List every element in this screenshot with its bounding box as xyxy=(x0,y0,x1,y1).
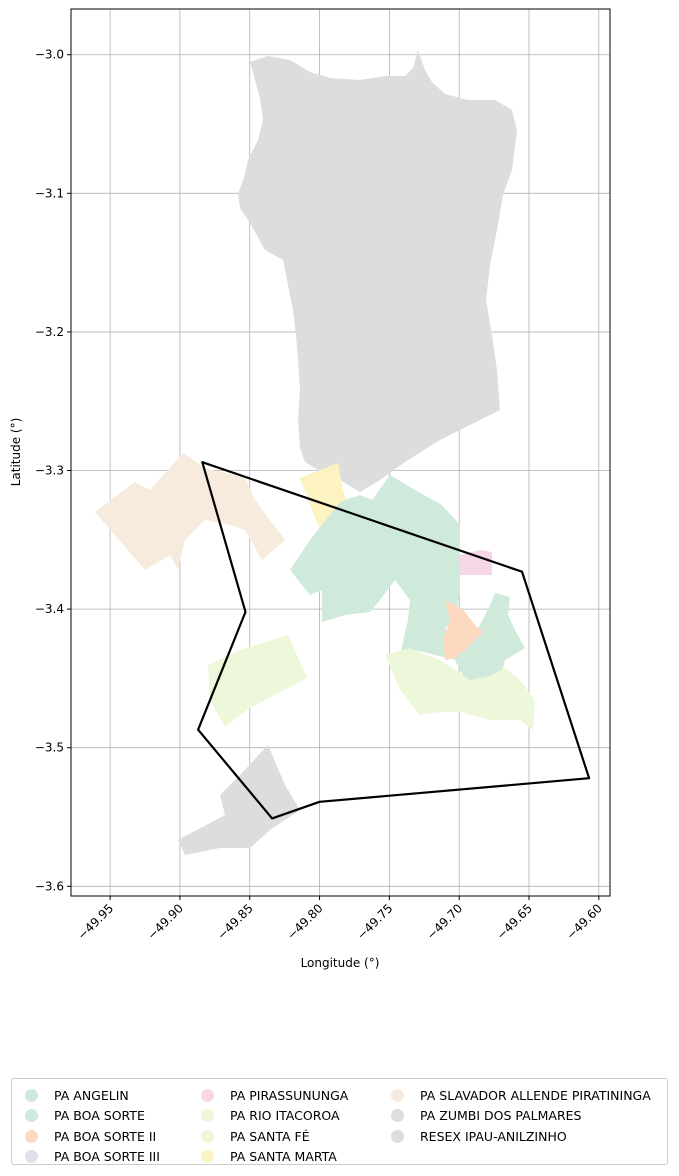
legend-item: PA BOA SORTE II xyxy=(12,1126,160,1147)
legend-label: PA BOA SORTE II xyxy=(54,1128,157,1144)
y-tick-label: −3.4 xyxy=(35,602,64,616)
region-pa-rio-itacoroa xyxy=(208,635,307,727)
legend-label: PA BOA SORTE III xyxy=(54,1149,160,1165)
region-pa-santa-fe xyxy=(385,648,535,730)
legend-column: PA PIRASSUNUNGA PA RIO ITACOROA PA SANTA F… xyxy=(188,1085,348,1167)
x-tick-label: −49.65 xyxy=(494,901,535,942)
legend-column: PA ANGELIN PA BOA SORTE PA BOA SORTE II PA … xyxy=(12,1085,160,1167)
legend-label: RESEX IPAU-ANILZINHO xyxy=(420,1128,567,1144)
y-ticks: −3.0 −3.1 −3.2 −3.3 −3.4 −3.5 −3.6 xyxy=(35,48,71,893)
region-pa-boa-sorte-ii xyxy=(443,600,483,660)
legend-marker-icon xyxy=(25,1088,38,1102)
legend-item: PA RIO ITACOROA xyxy=(188,1106,348,1127)
x-tick-label: −49.75 xyxy=(354,901,395,942)
y-tick-label: −3.5 xyxy=(35,741,64,755)
x-axis-label: Longitude (°) xyxy=(301,956,380,970)
x-tick-label: −49.70 xyxy=(424,901,465,942)
legend-marker-icon xyxy=(25,1150,38,1164)
legend-label: PA SANTA MARTA xyxy=(230,1149,337,1165)
legend-label: PA ANGELIN xyxy=(54,1087,129,1103)
region-pa-pirassununga xyxy=(460,550,492,575)
legend-label: PA SLAVADOR ALLENDE PIRATININGA xyxy=(420,1087,651,1103)
legend: PA ANGELIN PA BOA SORTE PA BOA SORTE II PA … xyxy=(11,1078,668,1165)
legend-item: PA BOA SORTE III xyxy=(12,1147,160,1168)
legend-item: PA PIRASSUNUNGA xyxy=(188,1085,348,1106)
legend-column: PA SLAVADOR ALLENDE PIRATININGA PA ZUMBI … xyxy=(378,1085,651,1147)
legend-label: PA BOA SORTE xyxy=(54,1108,145,1124)
legend-marker-icon xyxy=(25,1109,38,1123)
legend-item: PA SANTA MARTA xyxy=(188,1147,348,1168)
axes-frame xyxy=(70,8,611,897)
legend-item: PA BOA SORTE xyxy=(12,1106,160,1127)
y-axis-label: Latitude (°) xyxy=(9,418,23,487)
x-tick-label: −49.85 xyxy=(215,901,256,942)
y-tick-label: −3.1 xyxy=(35,186,64,200)
legend-label: PA ZUMBI DOS PALMARES xyxy=(420,1108,582,1124)
legend-marker-icon xyxy=(391,1129,404,1143)
y-tick-label: −3.0 xyxy=(35,48,64,62)
legend-marker-icon xyxy=(25,1129,38,1143)
legend-item: PA SLAVADOR ALLENDE PIRATININGA xyxy=(378,1085,651,1106)
region-pa-slavador-allende-piratininga xyxy=(95,453,285,570)
legend-marker-icon xyxy=(201,1088,214,1102)
legend-marker-icon xyxy=(391,1109,404,1123)
x-tick-label: −49.80 xyxy=(284,901,325,942)
y-tick-label: −3.6 xyxy=(35,879,64,893)
legend-item: PA ZUMBI DOS PALMARES xyxy=(378,1106,651,1127)
legend-item: PA ANGELIN xyxy=(12,1085,160,1106)
legend-item: RESEX IPAU-ANILZINHO xyxy=(378,1126,651,1147)
region-pa-boa-sorte xyxy=(290,475,525,690)
study-area-boundary xyxy=(197,461,591,820)
legend-marker-icon xyxy=(201,1129,214,1143)
region-pa-zumbi-dos-palmares xyxy=(178,745,300,855)
x-tick-label: −49.60 xyxy=(564,901,605,942)
x-tick-label: −49.95 xyxy=(75,901,116,942)
legend-label: PA PIRASSUNUNGA xyxy=(230,1087,349,1103)
x-tick-label: −49.90 xyxy=(145,901,186,942)
y-tick-label: −3.2 xyxy=(35,325,64,339)
legend-label: PA SANTA FÉ xyxy=(230,1128,310,1144)
legend-marker-icon xyxy=(391,1088,404,1102)
legend-marker-icon xyxy=(201,1109,214,1123)
legend-label: PA RIO ITACOROA xyxy=(230,1108,340,1124)
x-ticks: −49.95 −49.90 −49.85 −49.80 −49.75 −49.70 −49.… xyxy=(75,896,605,943)
regions xyxy=(95,50,535,855)
legend-marker-icon xyxy=(201,1150,214,1164)
legend-item: PA SANTA FÉ xyxy=(188,1126,348,1147)
y-tick-label: −3.3 xyxy=(35,464,64,478)
region-resex-ipau-anilzinho xyxy=(238,50,517,492)
